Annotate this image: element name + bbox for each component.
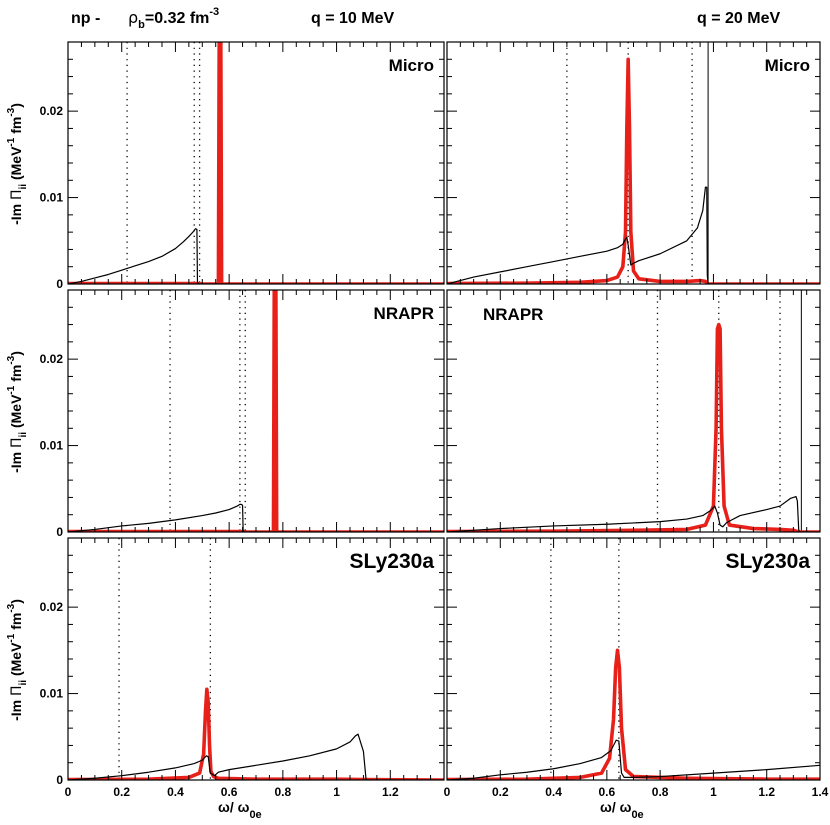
y-axis-label-part-2: ii — [18, 432, 29, 438]
y-tick-label: 0.01 — [40, 439, 64, 453]
x-tick-label: 0.8 — [275, 785, 292, 799]
x-tick-label: 0.6 — [599, 785, 616, 799]
density-value: =0.32 fm — [145, 10, 209, 27]
y-tick-label: 0.02 — [40, 352, 64, 366]
panel-6: 0 0.2 0.4 0.6 0.8 1 1.2 1.4 SLy230a — [444, 537, 829, 799]
y-tick-label: 0 — [56, 525, 63, 539]
x-tick-label: 0 — [65, 785, 72, 799]
panel-frame — [67, 537, 445, 781]
y-tick-label: 0 — [56, 277, 63, 291]
x-tick-label: 1 — [710, 785, 717, 799]
x-axis-label-left-sub: 0e — [249, 809, 261, 821]
y-axis-label-part-1: Π — [9, 437, 25, 448]
panel-1: 0 0.01 0.02 Micro — [40, 41, 445, 291]
panel-label: NRAPR — [483, 305, 543, 324]
panel-5: 0 0.01 0.02 0 0.2 0.4 0.6 0.8 1 1.2 SLy230a — [40, 537, 445, 799]
y-axis-label-part-4: -1 — [6, 137, 17, 146]
y-axis-label-row-3: -Im Πii (MeV-1 fm-3) — [6, 599, 29, 721]
panel-4: NRAPR — [446, 289, 821, 533]
x-tick-label: 0.4 — [167, 785, 184, 799]
x-tick-label: 1 — [333, 785, 340, 799]
y-axis-label-part-2: ii — [18, 184, 29, 190]
x-tick-label: 0.8 — [652, 785, 669, 799]
y-axis-label-part-1: Π — [9, 685, 25, 696]
y-axis-label-part-4: -1 — [6, 633, 17, 642]
q-left-label: q = 10 MeV — [311, 10, 394, 27]
y-axis-label-part-5: fm — [8, 365, 24, 386]
x-tick-label: 1.2 — [382, 785, 399, 799]
y-axis-label-part-3: (MeV — [8, 394, 24, 432]
density-unit-exponent: -3 — [209, 6, 219, 18]
panel-label: SLy230a — [350, 550, 435, 573]
x-tick-label: 0.4 — [545, 785, 562, 799]
y-axis-label-part-7: ) — [8, 599, 24, 604]
y-tick-label: 0.02 — [40, 600, 64, 614]
y-axis-label-part-6: -3 — [6, 603, 17, 612]
y-axis-label-part-6: -3 — [6, 355, 17, 364]
panel-3: 0 0.01 0.02 NRAPR — [40, 289, 445, 539]
series-black-line — [68, 228, 444, 284]
panel-frame — [446, 289, 821, 533]
y-axis-label-part-3: (MeV — [8, 146, 24, 184]
y-axis-label-part-0: -Im — [8, 200, 24, 225]
x-tick-label: 0 — [444, 785, 451, 799]
series-red-line — [68, 687, 444, 780]
y-axis-label-text: -Im Πii (MeV-1 fm-3) — [6, 103, 29, 225]
x-axis-label-left-main: ω/ ω — [218, 799, 250, 815]
series-black-line — [447, 495, 820, 532]
series-black-line — [68, 503, 444, 532]
y-axis-label-part-1: Π — [9, 189, 25, 200]
series-red-line — [447, 322, 820, 532]
y-axis-label-part-0: -Im — [8, 696, 24, 721]
panel-2: Micro — [446, 41, 821, 285]
y-axis-label-part-7: ) — [8, 351, 24, 356]
y-axis-label-part-0: -Im — [8, 448, 24, 473]
y-axis-label-part-3: (MeV — [8, 642, 24, 680]
y-axis-label-text: -Im Πii (MeV-1 fm-3) — [6, 599, 29, 721]
y-axis-label-part-4: -1 — [6, 385, 17, 394]
x-tick-label: 1.2 — [758, 785, 775, 799]
y-tick-label: 0.02 — [40, 104, 64, 118]
series-black-line — [447, 186, 820, 284]
x-axis-label-right-sub: 0e — [631, 809, 643, 821]
x-tick-label: 0.6 — [221, 785, 238, 799]
density-label: ρb=0.32 fm-3 — [128, 6, 219, 31]
y-axis-label-text: -Im Πii (MeV-1 fm-3) — [6, 351, 29, 473]
y-tick-label: 0 — [56, 773, 63, 787]
y-axis-label-row-2: -Im Πii (MeV-1 fm-3) — [6, 351, 29, 473]
x-tick-label: 0.2 — [492, 785, 509, 799]
x-axis-label-left: ω/ ω0e — [218, 799, 262, 821]
y-axis-label-part-6: -3 — [6, 107, 17, 116]
series-red-line — [68, 42, 444, 284]
series-red-line — [447, 648, 820, 780]
y-tick-label: 0.01 — [40, 191, 64, 205]
series-red-line — [447, 57, 820, 284]
x-tick-label: 0.2 — [113, 785, 130, 799]
x-axis-label-right: ω/ ω0e — [600, 799, 644, 821]
y-axis-label-part-2: ii — [18, 680, 29, 686]
panel-label: Micro — [389, 56, 434, 75]
series-black-line — [68, 733, 444, 780]
q-right-label: q = 20 MeV — [697, 10, 780, 27]
series-black-line — [447, 739, 820, 780]
y-axis-label-part-7: ) — [8, 103, 24, 108]
density-symbol: ρ — [128, 8, 138, 27]
y-axis-label-part-5: fm — [8, 613, 24, 634]
panel-frame — [446, 537, 821, 781]
panel-frame — [67, 289, 445, 533]
x-tick-label: 1.4 — [812, 785, 829, 799]
series-red-line — [68, 290, 444, 532]
density-subscript: b — [138, 19, 145, 31]
panel-label: SLy230a — [726, 550, 811, 573]
y-axis-label-row-1: -Im Πii (MeV-1 fm-3) — [6, 103, 29, 225]
y-axis-label-part-5: fm — [8, 117, 24, 138]
panel-frame — [67, 41, 445, 285]
panel-label: NRAPR — [374, 304, 434, 323]
panel-label: Micro — [765, 56, 810, 75]
x-axis-label-right-main: ω/ ω — [600, 799, 632, 815]
reaction-label: np - — [71, 10, 100, 27]
y-tick-label: 0.01 — [40, 687, 64, 701]
